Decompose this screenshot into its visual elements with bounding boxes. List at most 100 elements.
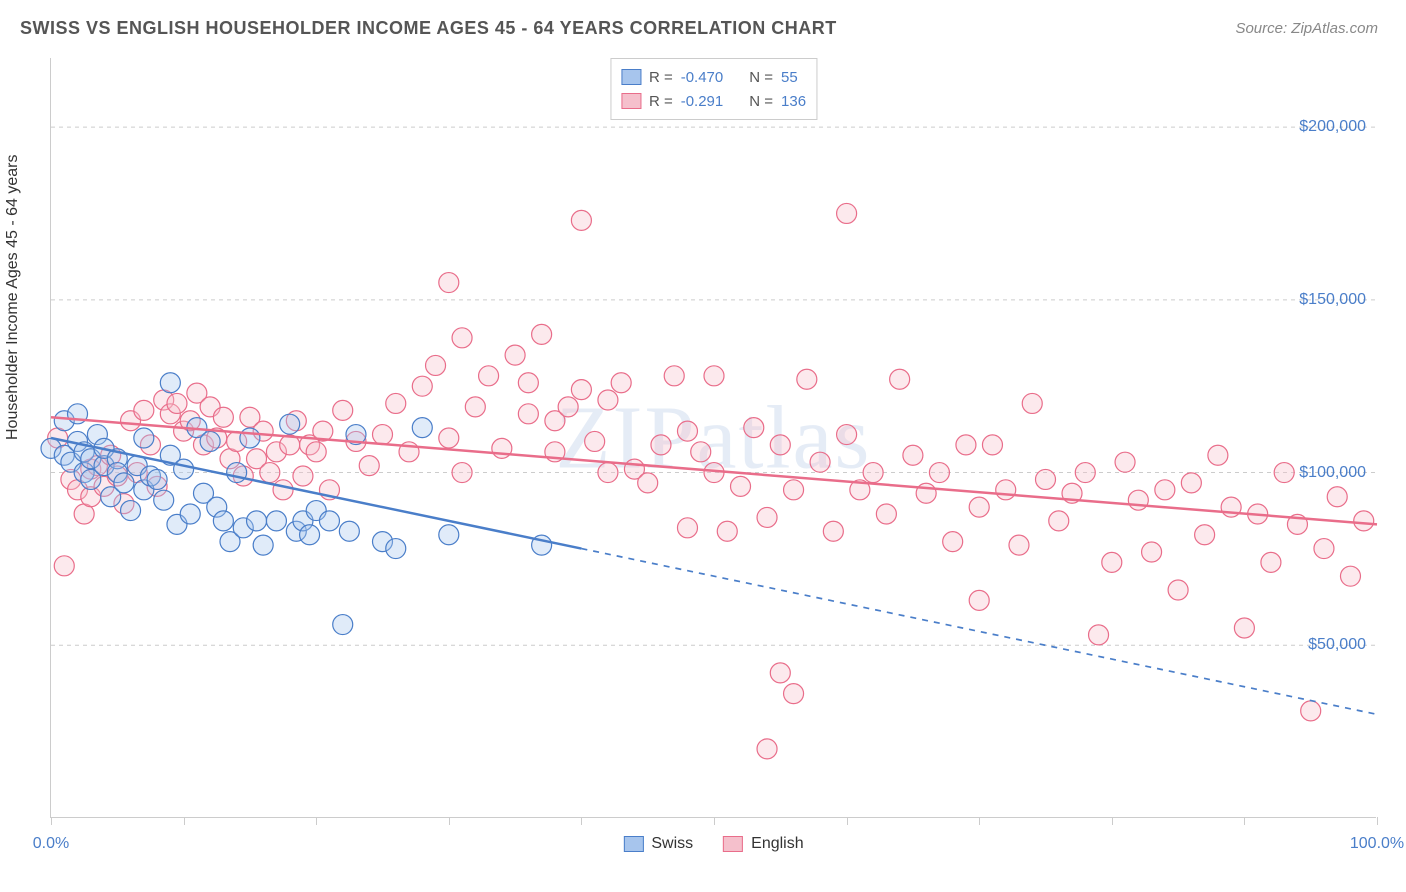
data-point [890, 369, 910, 389]
legend-r-label: R = [649, 93, 673, 110]
y-tick-label: $100,000 [1299, 464, 1366, 482]
data-point [770, 435, 790, 455]
data-point [558, 397, 578, 417]
data-point [784, 684, 804, 704]
data-point [1354, 511, 1374, 531]
data-point [1234, 618, 1254, 638]
data-point [1208, 445, 1228, 465]
data-point [1340, 566, 1360, 586]
data-point [505, 345, 525, 365]
data-point [386, 393, 406, 413]
data-point [319, 511, 339, 531]
data-point [213, 407, 233, 427]
data-point [797, 369, 817, 389]
data-point [837, 203, 857, 223]
data-point [439, 428, 459, 448]
data-point [757, 507, 777, 527]
legend-r-english: -0.291 [681, 93, 724, 110]
data-point [386, 539, 406, 559]
data-point [260, 463, 280, 483]
data-point [167, 393, 187, 413]
legend-item-swiss: Swiss [623, 835, 693, 853]
data-point [1327, 487, 1347, 507]
data-point [439, 273, 459, 293]
trend-line-extrapolated [581, 549, 1377, 715]
data-point [134, 428, 154, 448]
legend-n-swiss: 55 [781, 69, 798, 86]
data-point [717, 521, 737, 541]
data-point [518, 404, 538, 424]
data-point [300, 525, 320, 545]
legend-row-swiss: R = -0.470 N = 55 [621, 65, 806, 89]
x-tick-label: 100.0% [1350, 835, 1404, 853]
data-point [373, 425, 393, 445]
data-point [598, 390, 618, 410]
data-point [114, 473, 134, 493]
data-point [1274, 463, 1294, 483]
data-point [1102, 552, 1122, 572]
data-point [651, 435, 671, 455]
data-point [253, 535, 273, 555]
legend-swatch-english-bottom [723, 836, 743, 852]
data-point [1314, 539, 1334, 559]
data-point [731, 476, 751, 496]
data-point [1155, 480, 1175, 500]
data-point [359, 456, 379, 476]
data-point [479, 366, 499, 386]
legend-swatch-english [621, 93, 641, 109]
legend-item-english: English [723, 835, 803, 853]
data-point [1168, 580, 1188, 600]
data-point [1181, 473, 1201, 493]
data-point [412, 418, 432, 438]
data-point [518, 373, 538, 393]
data-point [664, 366, 684, 386]
legend-swatch-swiss-bottom [623, 836, 643, 852]
data-point [943, 532, 963, 552]
plot-svg [51, 58, 1376, 817]
y-tick-label: $200,000 [1299, 118, 1366, 136]
data-point [213, 511, 233, 531]
data-point [439, 525, 459, 545]
data-point [982, 435, 1002, 455]
data-point [1089, 625, 1109, 645]
data-point [266, 511, 286, 531]
data-point [704, 366, 724, 386]
data-point [757, 739, 777, 759]
data-point [810, 452, 830, 472]
data-point [134, 400, 154, 420]
data-point [240, 428, 260, 448]
data-point [571, 210, 591, 230]
data-point [969, 590, 989, 610]
data-point [293, 466, 313, 486]
x-tick [51, 817, 52, 825]
data-point [339, 521, 359, 541]
x-tick [449, 817, 450, 825]
data-point [465, 397, 485, 417]
legend-n-label: N = [749, 69, 773, 86]
data-point [54, 556, 74, 576]
x-tick [1377, 817, 1378, 825]
data-point [426, 355, 446, 375]
y-tick-label: $150,000 [1299, 291, 1366, 309]
data-point [677, 421, 697, 441]
x-tick-label: 0.0% [33, 835, 69, 853]
x-tick [316, 817, 317, 825]
data-point [200, 431, 220, 451]
data-point [154, 490, 174, 510]
data-point [677, 518, 697, 538]
x-tick [714, 817, 715, 825]
x-tick [1112, 817, 1113, 825]
data-point [691, 442, 711, 462]
data-point [532, 324, 552, 344]
data-point [571, 380, 591, 400]
x-tick [184, 817, 185, 825]
data-point [784, 480, 804, 500]
data-point [412, 376, 432, 396]
data-point [823, 521, 843, 541]
data-point [876, 504, 896, 524]
legend-n-english: 136 [781, 93, 806, 110]
data-point [837, 425, 857, 445]
data-point [452, 328, 472, 348]
legend-row-english: R = -0.291 N = 136 [621, 89, 806, 113]
data-point [996, 480, 1016, 500]
